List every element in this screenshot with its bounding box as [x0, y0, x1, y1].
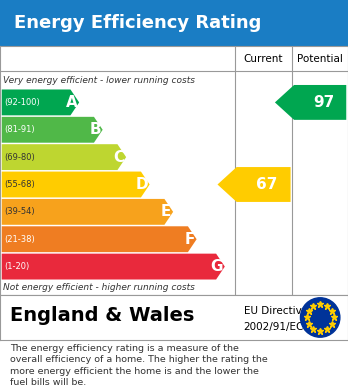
Text: 97: 97	[313, 95, 334, 110]
Text: Current: Current	[244, 54, 283, 64]
Text: (39-54): (39-54)	[4, 207, 35, 216]
Text: more energy efficient the home is and the lower the: more energy efficient the home is and th…	[10, 367, 259, 376]
Polygon shape	[2, 199, 173, 225]
Polygon shape	[2, 254, 225, 280]
Text: B: B	[89, 122, 101, 137]
Text: (21-38): (21-38)	[4, 235, 35, 244]
Text: (55-68): (55-68)	[4, 180, 35, 189]
Text: Very energy efficient - lower running costs: Very energy efficient - lower running co…	[3, 75, 196, 84]
Text: (81-91): (81-91)	[4, 125, 35, 134]
Text: Not energy efficient - higher running costs: Not energy efficient - higher running co…	[3, 283, 195, 292]
Text: F: F	[184, 232, 195, 247]
Polygon shape	[2, 226, 197, 252]
Text: The energy efficiency rating is a measure of the: The energy efficiency rating is a measur…	[10, 344, 239, 353]
Text: Potential: Potential	[297, 54, 343, 64]
Polygon shape	[2, 117, 103, 143]
Circle shape	[300, 298, 340, 337]
Text: overall efficiency of a home. The higher the rating the: overall efficiency of a home. The higher…	[10, 355, 268, 364]
Text: EU Directive: EU Directive	[244, 306, 308, 316]
Text: (69-80): (69-80)	[4, 152, 35, 161]
Polygon shape	[2, 144, 126, 170]
Polygon shape	[218, 167, 291, 202]
Text: (1-20): (1-20)	[4, 262, 30, 271]
Text: 2002/91/EC: 2002/91/EC	[244, 322, 304, 332]
Text: 67: 67	[256, 177, 278, 192]
Text: fuel bills will be.: fuel bills will be.	[10, 378, 87, 387]
Text: A: A	[66, 95, 77, 110]
Text: (92-100): (92-100)	[4, 98, 40, 107]
Text: D: D	[135, 177, 148, 192]
Polygon shape	[2, 172, 150, 197]
Text: E: E	[161, 204, 171, 219]
Text: England & Wales: England & Wales	[10, 306, 195, 325]
Text: C: C	[113, 150, 125, 165]
Polygon shape	[275, 85, 346, 120]
Polygon shape	[2, 90, 79, 115]
Text: G: G	[211, 259, 223, 274]
Text: Energy Efficiency Rating: Energy Efficiency Rating	[14, 14, 261, 32]
